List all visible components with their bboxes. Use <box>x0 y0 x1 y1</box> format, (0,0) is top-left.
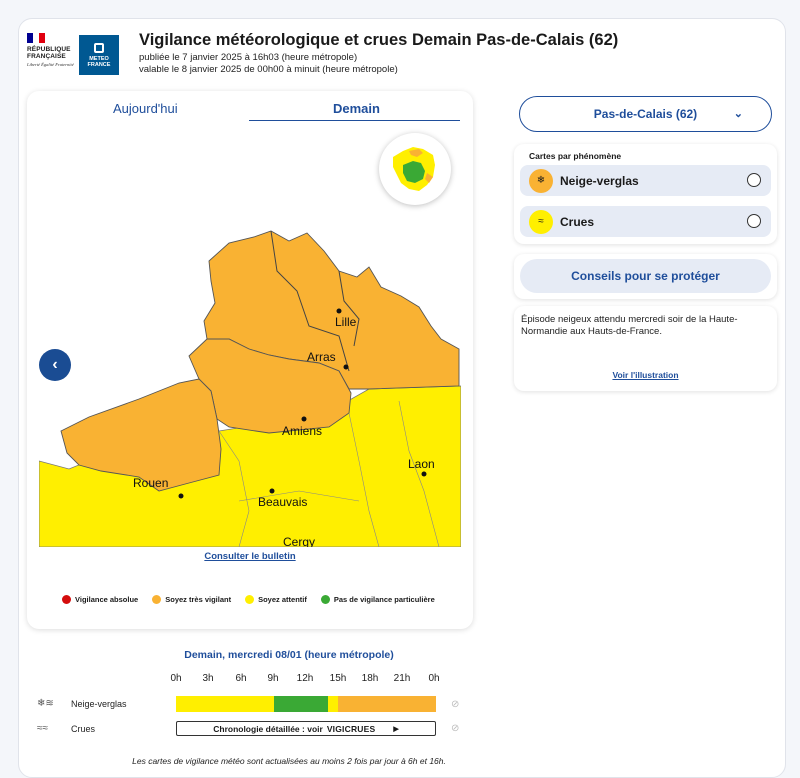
vigilance-map[interactable]: Lille Arras Amiens Laon Rouen Beauvais C… <box>39 131 461 547</box>
legend-item-attentif: Soyez attentif <box>245 595 307 604</box>
tab-tomorrow[interactable]: Demain <box>333 101 380 116</box>
city-amiens: Amiens <box>282 424 322 438</box>
hour-label: 15h <box>329 673 347 684</box>
legend-item-absolue: Vigilance absolue <box>62 595 138 604</box>
footnote: Les cartes de vigilance météo sont actua… <box>132 756 446 766</box>
advice-button[interactable]: Conseils pour se protéger <box>520 259 771 293</box>
french-flag-icon <box>27 33 45 43</box>
page-title: Vigilance météorologique et crues Demain… <box>139 31 619 49</box>
legend-dot-orange <box>152 595 162 604</box>
phenomena-title: Cartes par phénomène <box>529 151 622 161</box>
phenomenon-crues[interactable]: ≈ Crues <box>520 206 771 237</box>
snow-ice-icon: ❄︎ <box>529 168 553 193</box>
phenomenon-radio[interactable] <box>747 173 761 187</box>
chrono-label: Chronologie détaillée : voir <box>213 723 323 734</box>
legend-item-tres-vigilant: Soyez très vigilant <box>152 595 231 604</box>
timeline-segment <box>338 696 436 712</box>
meteo-france-logo: METEO FRANCE <box>79 35 119 75</box>
vigicrues-chronology-button[interactable]: Chronologie détaillée : voir VIGICRUES ▶ <box>176 721 436 736</box>
phenomenon-label: Crues <box>560 214 595 229</box>
france-mini-map[interactable] <box>379 133 451 205</box>
neige-verglas-timeline-bar <box>176 696 436 712</box>
arrow-right-icon: ▶ <box>393 725 399 733</box>
legend-dot-green <box>320 595 330 604</box>
meteo-france-symbol-icon <box>94 42 104 53</box>
published-date: publiée le 7 janvier 2025 à 16h03 (heure… <box>139 52 358 63</box>
eye-off-icon[interactable]: ⊘ <box>451 699 460 710</box>
hour-label: 12h <box>296 673 314 684</box>
active-tab-underline <box>249 120 460 121</box>
bulletin-link[interactable]: Consulter le bulletin <box>204 551 296 562</box>
hour-label: 3h <box>202 673 214 684</box>
flood-icon: ≈≈ <box>37 723 48 734</box>
city-markers: Lille Arras Amiens Laon Rouen Beauvais C… <box>133 308 435 547</box>
hour-label: 0h <box>170 673 182 684</box>
timeline-segment <box>327 696 339 712</box>
hour-label: 6h <box>235 673 247 684</box>
tab-today[interactable]: Aujourd'hui <box>113 101 178 116</box>
map-card: Aujourd'hui Demain Lille Arras <box>27 91 473 629</box>
city-beauvais: Beauvais <box>258 495 307 509</box>
mf-logo-text: METEO FRANCE <box>87 55 111 68</box>
episode-description: Épisode neigeux attendu mercredi soir de… <box>521 314 738 337</box>
timeline-segment <box>176 696 274 712</box>
day-tabs: Aujourd'hui Demain <box>27 91 473 123</box>
legend-dot-yellow <box>245 595 255 604</box>
department-select[interactable]: Pas-de-Calais (62) ⌄ <box>519 96 772 132</box>
department-select-label: Pas-de-Calais (62) <box>593 107 698 121</box>
validity-date: valable le 8 janvier 2025 de 00h00 à min… <box>139 64 398 75</box>
legend-dot-red <box>62 595 71 604</box>
timeline-row-label: Neige-verglas <box>71 699 127 709</box>
phenomenon-neige-verglas[interactable]: ❄︎ Neige-verglas <box>520 165 771 196</box>
chevron-down-icon: ⌄ <box>733 108 743 120</box>
hour-label: 9h <box>267 673 279 684</box>
hour-label: 18h <box>361 673 379 684</box>
main-card: RÉPUBLIQUE FRANÇAISE Liberté Égalité Fra… <box>18 18 786 778</box>
snow-ice-icon: ❄︎≋ <box>37 698 54 709</box>
city-arras: Arras <box>307 350 336 364</box>
episode-card: Épisode neigeux attendu mercredi soir de… <box>514 306 777 391</box>
city-cergy: Cergy <box>283 535 315 547</box>
eye-off-icon[interactable]: ⊘ <box>451 723 460 734</box>
phenomena-card: Cartes par phénomène ❄︎ Neige-verglas ≈ … <box>514 144 777 244</box>
previous-map-button[interactable]: ‹ <box>39 349 71 381</box>
republique-francaise-logo: RÉPUBLIQUE FRANÇAISE Liberté Égalité Fra… <box>27 33 79 81</box>
rf-logo-text: RÉPUBLIQUE FRANÇAISE <box>27 46 71 60</box>
timeline-hours: 0h 3h 6h 9h 12h 15h 18h 21h 0h <box>166 673 446 685</box>
advice-card: Conseils pour se protéger <box>514 254 777 299</box>
phenomenon-label: Neige-verglas <box>560 173 639 188</box>
timeline-title: Demain, mercredi 08/01 (heure métropole) <box>184 649 394 661</box>
map-legend: Vigilance absolue Soyez très vigilant So… <box>62 595 435 604</box>
city-lille: Lille <box>335 315 357 329</box>
map-zone-normandie <box>60 378 222 492</box>
city-laon: Laon <box>408 457 435 471</box>
hour-label: 21h <box>393 673 411 684</box>
hour-label: 0h <box>428 673 440 684</box>
rf-motto: Liberté Égalité Fraternité <box>27 62 74 67</box>
city-rouen: Rouen <box>133 476 168 490</box>
timeline-segment <box>273 696 328 712</box>
legend-item-pas-de-vigilance: Pas de vigilance particulière <box>320 595 435 604</box>
illustration-link[interactable]: Voir l'illustration <box>612 370 679 380</box>
phenomenon-radio[interactable] <box>747 214 761 228</box>
timeline-row-label: Crues <box>71 724 96 734</box>
vigicrues-brand: VIGICRUES <box>326 723 376 734</box>
flood-icon: ≈ <box>529 209 553 234</box>
